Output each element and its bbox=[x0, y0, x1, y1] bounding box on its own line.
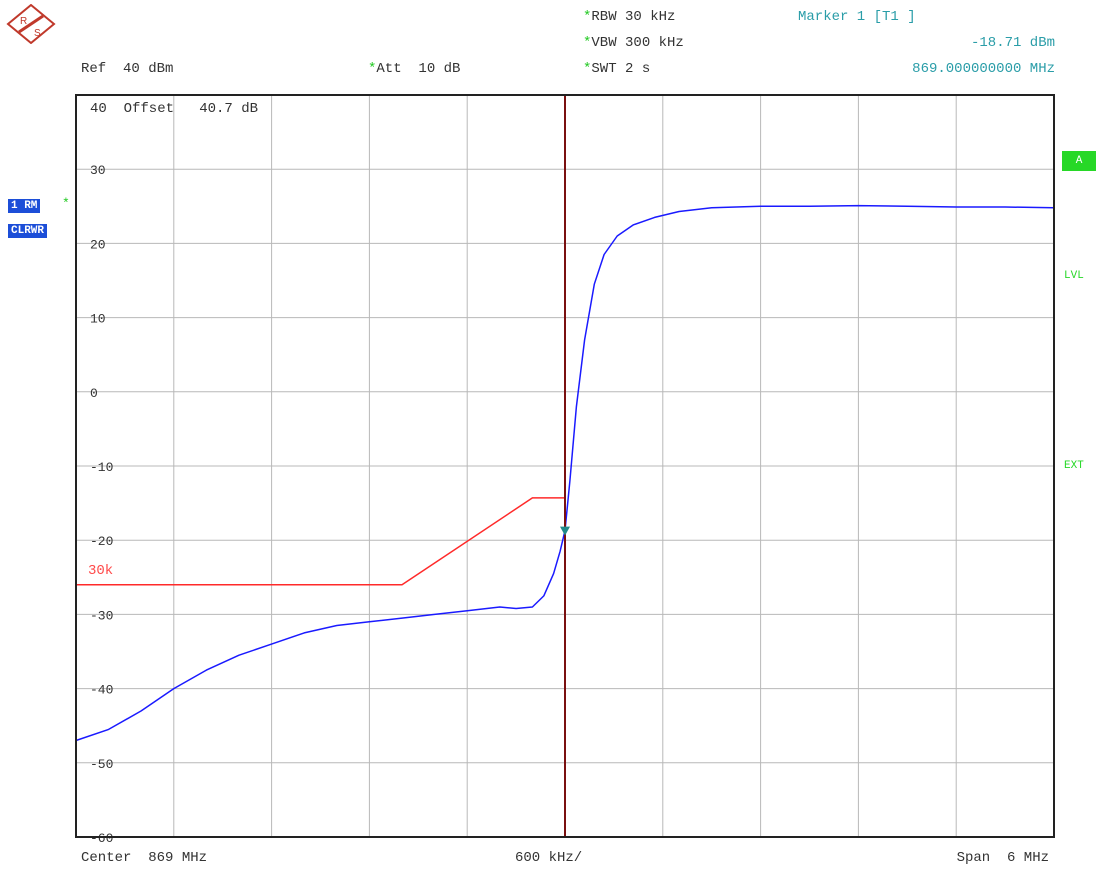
y-tick-label: -60 bbox=[90, 831, 113, 846]
marker-triangle-icon bbox=[560, 526, 570, 536]
ext-indicator: EXT bbox=[1064, 460, 1084, 472]
marker-frequency: 869.000000000 MHz bbox=[912, 61, 1055, 77]
att-readout: *Att 10 dB bbox=[368, 61, 460, 77]
changed-star-icon: * bbox=[583, 9, 592, 25]
limit-line-30k bbox=[76, 497, 565, 586]
swt-text: SWT 2 s bbox=[591, 61, 651, 77]
marker-title: Marker 1 [T1 ] bbox=[798, 9, 916, 25]
trace-1 bbox=[75, 204, 1055, 742]
screen-a-indicator[interactable]: A bbox=[1062, 151, 1096, 171]
limit-line bbox=[76, 497, 565, 586]
y-tick-label: 20 bbox=[90, 237, 106, 252]
y-tick-label: -30 bbox=[90, 608, 113, 623]
y-tick-label: -10 bbox=[90, 460, 113, 475]
y-tick-label: 10 bbox=[90, 312, 106, 327]
y-tick-label: 0 bbox=[90, 386, 98, 401]
trace-mode-badge[interactable]: CLRWR bbox=[8, 224, 48, 238]
rbw-text: RBW 30 kHz bbox=[591, 9, 676, 25]
changed-star-icon: * bbox=[583, 35, 592, 51]
y-tick-labels: 30 20 10 0 -10 -20 -30 -40 -50 -60 bbox=[90, 163, 113, 846]
offset-label: 40 Offset 40.7 dB bbox=[90, 101, 259, 117]
y-tick-label: -40 bbox=[90, 683, 113, 698]
y-tick-label: -20 bbox=[90, 534, 113, 549]
trace-modified-star-icon: * bbox=[62, 196, 70, 211]
ref-level: Ref 40 dBm bbox=[81, 61, 174, 77]
marker-level: -18.71 dBm bbox=[970, 35, 1055, 51]
marker-1 bbox=[560, 95, 570, 837]
changed-star-icon: * bbox=[368, 61, 377, 77]
y-tick-label: -50 bbox=[90, 757, 113, 772]
att-text: Att 10 dB bbox=[376, 61, 461, 77]
svg-text:R: R bbox=[20, 16, 27, 27]
y-tick-label: 30 bbox=[90, 163, 106, 178]
vbw-text: VBW 300 kHz bbox=[591, 35, 684, 51]
frequency-per-division: 600 kHz/ bbox=[515, 850, 583, 866]
trace-1-line bbox=[75, 204, 1055, 742]
span-readout: Span 6 MHz bbox=[956, 850, 1049, 866]
trace-1-badge[interactable]: 1 RM bbox=[8, 199, 41, 213]
center-frequency: Center 869 MHz bbox=[81, 850, 208, 866]
limit-line-label: 30k bbox=[88, 563, 114, 579]
changed-star-icon: * bbox=[583, 61, 592, 77]
swt-readout: *SWT 2 s bbox=[583, 61, 650, 77]
rohde-schwarz-logo: R S bbox=[6, 4, 56, 44]
svg-text:S: S bbox=[34, 28, 41, 39]
lvl-indicator: LVL bbox=[1064, 270, 1084, 282]
plot-frame bbox=[75, 94, 1055, 838]
rbw-readout: *RBW 30 kHz bbox=[583, 9, 675, 25]
vbw-readout: *VBW 300 kHz bbox=[583, 35, 684, 51]
